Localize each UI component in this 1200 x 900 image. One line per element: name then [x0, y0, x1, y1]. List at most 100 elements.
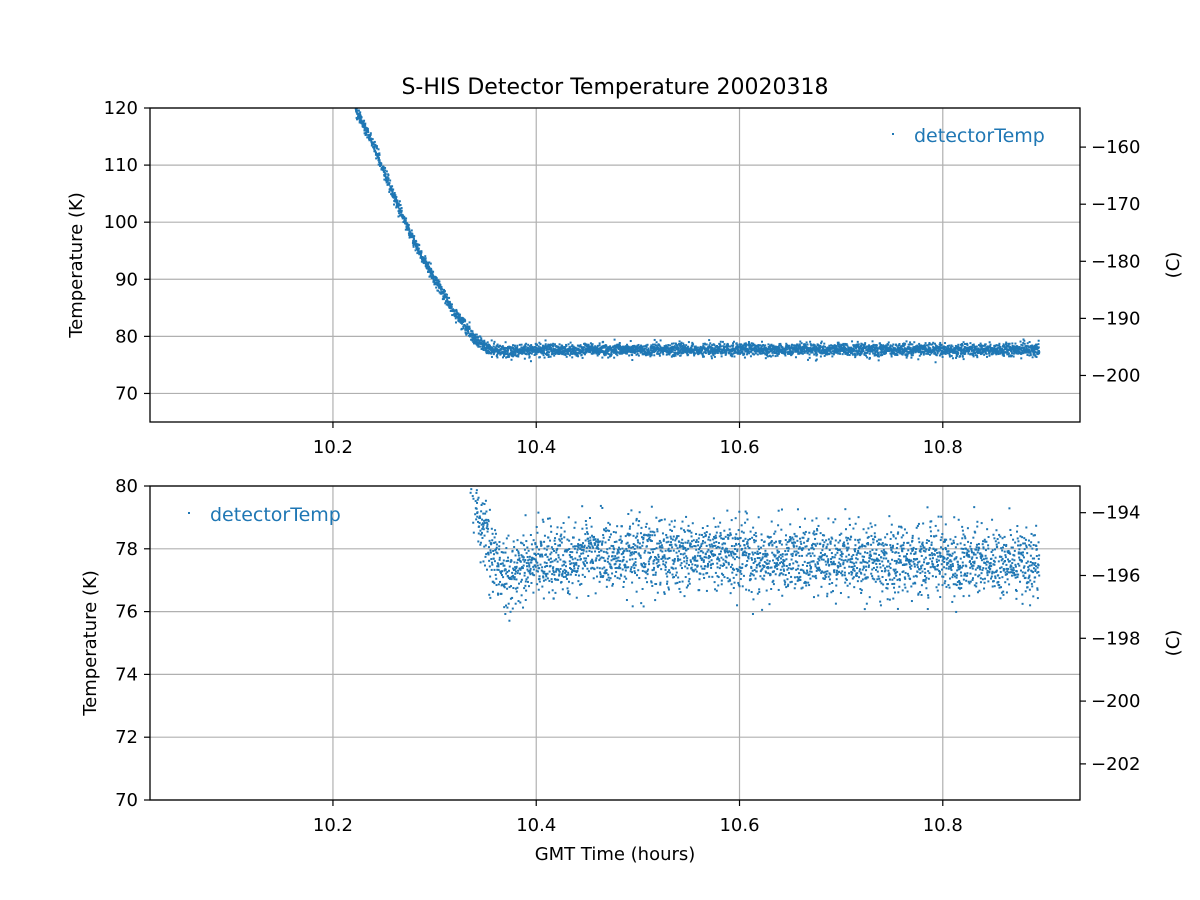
data-point	[525, 552, 528, 555]
data-point	[946, 345, 949, 348]
data-point	[841, 353, 844, 356]
data-point	[507, 559, 510, 562]
data-point	[559, 568, 562, 570]
data-point	[463, 324, 466, 327]
data-point	[547, 558, 550, 561]
data-point	[849, 350, 852, 353]
data-point	[667, 352, 670, 355]
data-point	[712, 352, 715, 355]
data-point	[521, 352, 524, 355]
data-point	[357, 117, 360, 120]
data-point	[739, 352, 742, 355]
data-point	[708, 344, 711, 347]
data-point	[822, 345, 825, 348]
data-point	[818, 351, 821, 354]
data-point	[479, 543, 482, 546]
data-point	[483, 564, 486, 567]
data-point	[548, 351, 551, 354]
data-point	[541, 518, 544, 521]
data-point	[563, 353, 566, 356]
data-point	[650, 347, 653, 350]
data-point	[524, 580, 527, 583]
data-point	[585, 557, 588, 560]
data-point	[743, 356, 746, 359]
data-point	[857, 345, 860, 348]
data-point	[600, 345, 603, 348]
data-point	[363, 132, 366, 135]
data-point	[838, 343, 841, 346]
data-point	[471, 339, 474, 342]
data-point	[585, 546, 588, 549]
data-point	[571, 344, 574, 347]
data-point	[474, 500, 477, 503]
data-point	[957, 345, 960, 348]
data-point	[486, 525, 489, 528]
data-point	[820, 342, 823, 345]
data-point	[425, 260, 428, 263]
data-point	[426, 264, 429, 267]
data-point	[853, 345, 856, 348]
data-point	[734, 350, 737, 353]
data-point	[555, 532, 558, 535]
data-point	[732, 352, 735, 355]
data-point	[398, 200, 401, 203]
data-point	[860, 345, 863, 348]
data-point	[493, 582, 496, 585]
data-point	[382, 165, 385, 168]
data-point	[885, 345, 888, 348]
data-point	[429, 274, 432, 277]
data-point	[507, 355, 510, 358]
data-point	[503, 346, 506, 349]
data-point	[448, 296, 451, 299]
data-point	[374, 149, 377, 152]
data-point	[753, 353, 756, 356]
data-point	[660, 346, 663, 349]
data-point	[513, 576, 516, 579]
data-point	[516, 351, 519, 354]
data-point	[779, 342, 782, 345]
data-point	[927, 347, 930, 350]
data-point	[645, 344, 648, 347]
data-point	[505, 347, 508, 350]
data-point	[470, 333, 473, 336]
data-point	[979, 345, 982, 348]
data-point	[534, 351, 537, 354]
data-point	[551, 573, 554, 576]
data-point	[609, 345, 612, 348]
data-point	[640, 351, 643, 353]
data-point	[432, 276, 435, 279]
data-point	[643, 352, 646, 355]
data-point	[498, 540, 501, 543]
data-point	[409, 232, 412, 235]
data-point	[375, 152, 377, 155]
data-point	[649, 351, 652, 354]
data-point	[1021, 344, 1024, 347]
data-point	[1020, 343, 1023, 346]
data-point	[587, 344, 590, 347]
data-point	[970, 348, 973, 351]
data-point	[578, 583, 581, 586]
data-point	[835, 344, 838, 347]
data-point	[519, 568, 522, 571]
data-point	[718, 350, 721, 353]
data-point	[767, 346, 770, 349]
data-point	[508, 565, 511, 568]
data-point	[599, 557, 602, 560]
data-point	[396, 202, 399, 205]
data-point	[568, 354, 571, 357]
data-point	[1006, 345, 1009, 348]
data-point	[481, 347, 484, 350]
data-point	[507, 534, 510, 537]
data-point	[772, 344, 775, 347]
data-point	[1005, 347, 1008, 350]
data-point	[837, 349, 840, 352]
data-point	[504, 551, 507, 554]
data-point	[529, 567, 532, 570]
data-point	[392, 194, 395, 197]
data-point	[482, 560, 485, 563]
data-point	[484, 512, 487, 515]
data-point	[583, 575, 586, 578]
data-point	[569, 341, 572, 344]
data-point	[929, 347, 932, 350]
data-point	[954, 351, 957, 354]
